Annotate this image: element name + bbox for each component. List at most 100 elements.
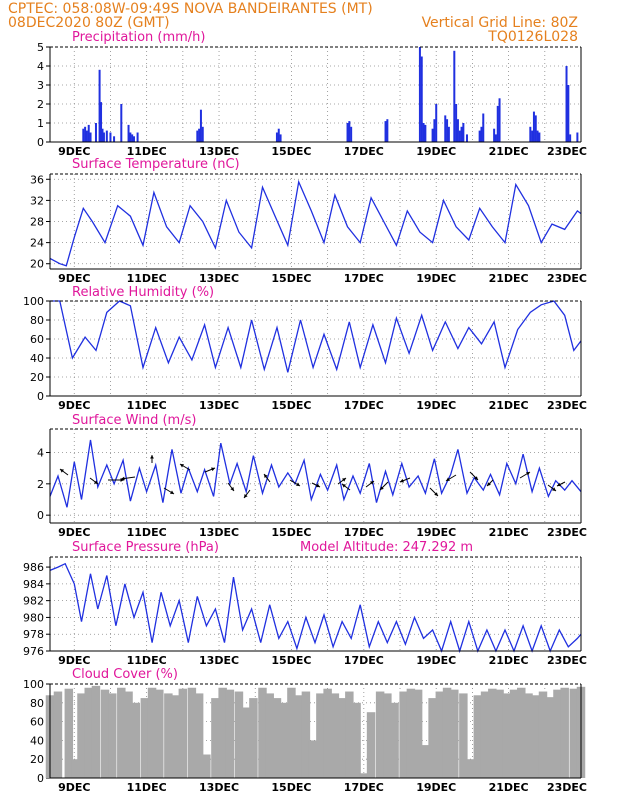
temp-xtick-label: 11DEC (127, 272, 167, 285)
wind-arrow-head (342, 484, 346, 488)
pressure-ytick-label: 978 (23, 628, 44, 641)
cloud-cover-bar (301, 691, 311, 778)
precip-ytick-label: 3 (37, 79, 44, 92)
pressure-xtick-label: 15DEC (271, 654, 311, 667)
precip-bar (569, 134, 572, 142)
precip-bar (496, 105, 499, 142)
cloud-cover-bar (495, 689, 504, 778)
cloud-cover-bar (375, 691, 385, 778)
cloud-cover-bar (234, 691, 244, 778)
precip-bar (534, 115, 537, 142)
rh-xtick-label: 17DEC (344, 399, 384, 412)
cloud-cover-bar (316, 693, 325, 778)
wind-ytick-label: 2 (37, 478, 44, 491)
temp-xtick-label: 13DEC (199, 272, 239, 285)
temp-ytick-label: 20 (30, 258, 44, 271)
cloud-cover-bar (473, 695, 483, 778)
rh-title: Relative Humidity (%) (72, 285, 214, 300)
temp-ytick-label: 32 (30, 194, 44, 207)
rh-ytick-label: 80 (30, 314, 44, 327)
cloud-cover-bar (91, 685, 101, 778)
cloud-cover-bar (421, 745, 430, 778)
cloud-ytick-label: 40 (30, 734, 44, 747)
header-grid-line: Vertical Grid Line: 80Z (422, 15, 578, 31)
cloud-ytick-label: 20 (30, 753, 44, 766)
precip-bar (465, 134, 468, 142)
cloud-cover-bar (53, 691, 63, 778)
precip-ytick-label: 0 (37, 136, 44, 149)
cloud-cover-bar (117, 687, 126, 778)
wind-arrow-head (526, 472, 530, 476)
rh-ytick-label: 20 (30, 371, 44, 384)
precip-bar (109, 132, 112, 142)
precip-xtick-label: 17DEC (344, 145, 384, 158)
cloud-cover-bar (517, 687, 526, 778)
cloud-cover-bar (241, 707, 251, 778)
cloud-cover-bar (545, 697, 555, 778)
precip-bar (565, 66, 568, 142)
temp-xtick-label: 15DEC (271, 272, 311, 285)
cloud-cover-bar (524, 693, 533, 778)
cloud-cover-bar (466, 759, 475, 778)
cloud-cover-bar (531, 695, 540, 778)
rh-ytick-label: 0 (37, 390, 44, 403)
precip-bar (538, 132, 541, 142)
precip-bar (420, 56, 423, 142)
rh-ytick-label: 40 (30, 352, 44, 365)
precip-bar (127, 124, 130, 142)
rh-xtick-label: 23DEC (547, 399, 587, 412)
cloud-cover-bar (413, 689, 423, 778)
precip-ytick-label: 1 (37, 117, 44, 130)
temp-xtick-label: 9DEC (58, 272, 90, 285)
cloud-cover-bar (211, 698, 220, 778)
cloud-cover-bar (538, 691, 548, 778)
cloud-cover-bar (399, 691, 408, 778)
pressure-ytick-label: 980 (23, 611, 44, 624)
wind-arrow-head (230, 487, 234, 491)
cloud-cover-bar (345, 691, 354, 778)
pressure-xtick-label: 9DEC (58, 654, 90, 667)
rh-series-line (50, 300, 582, 373)
cloud-cover-bar (442, 687, 452, 778)
cloud-cover-bar (459, 693, 468, 778)
cloud-ytick-label: 80 (30, 697, 44, 710)
precip-xtick-label: 21DEC (489, 145, 529, 158)
wind-xtick-label: 11DEC (127, 526, 167, 539)
cloud-cover-bar (450, 689, 459, 778)
precip-bar (198, 128, 201, 142)
cloud-cover-bar (194, 693, 204, 778)
pressure-xtick-label: 11DEC (127, 654, 167, 667)
cloud-ytick-label: 60 (30, 716, 44, 729)
wind-arrow-head (487, 482, 491, 486)
wind-xtick-label: 17DEC (344, 526, 384, 539)
wind-xtick-label: 13DEC (199, 526, 239, 539)
header-station-line: CPTEC: 058:08W-09:49S NOVA BANDEIRANTES … (8, 1, 373, 17)
pressure-xtick-label: 23DEC (547, 654, 587, 667)
cloud-cover-bar (124, 691, 133, 778)
pressure-ytick-label: 986 (23, 561, 44, 574)
cloud-xtick-label: 17DEC (344, 781, 384, 794)
precip-bar (196, 130, 199, 142)
header-run-line: 08DEC2020 80Z (GMT) (8, 15, 170, 31)
wind-title: Surface Wind (m/s) (72, 413, 196, 428)
pressure-xtick-label: 19DEC (416, 654, 456, 667)
precip-xtick-label: 23DEC (547, 145, 587, 158)
cloud-cover-bar (258, 687, 267, 778)
cloud-cover-bar (294, 695, 303, 778)
header-model-code: TQ0126L028 (487, 29, 578, 45)
precip-bar (498, 98, 501, 142)
precip-xtick-label: 19DEC (416, 145, 456, 158)
precip-bar (113, 136, 116, 142)
pressure-ytick-label: 982 (23, 595, 44, 608)
precip-ytick-label: 5 (37, 41, 44, 54)
precip-bar (458, 130, 461, 142)
cloud-xtick-label: 9DEC (58, 781, 90, 794)
rh-xtick-label: 9DEC (58, 399, 90, 412)
cloud-cover-bar (383, 693, 392, 778)
wind-xtick-label: 21DEC (489, 526, 529, 539)
cloud-cover-bar (249, 698, 258, 778)
cloud-cover-bar (64, 688, 74, 778)
wind-arrow-head (264, 474, 268, 478)
wind-arrow-head (370, 481, 374, 485)
